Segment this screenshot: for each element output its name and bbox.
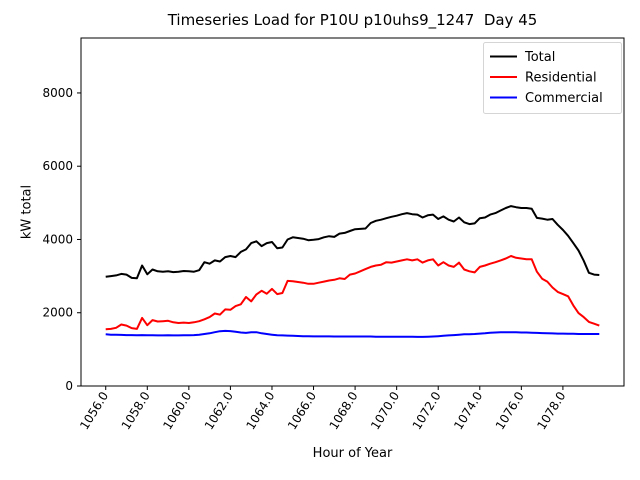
y-tick-label: 8000 xyxy=(42,86,73,100)
y-tick-label: 6000 xyxy=(42,159,73,173)
x-tick-label: 1062.0 xyxy=(202,389,236,432)
x-tick-label: 1064.0 xyxy=(243,389,277,432)
line-total xyxy=(105,205,600,280)
y-axis-label: kW total xyxy=(19,184,35,240)
axes-box xyxy=(80,37,625,387)
x-tick-label: 1060.0 xyxy=(160,389,194,432)
x-axis-label: Hour of Year xyxy=(312,446,393,461)
y-tick-label: 0 xyxy=(65,379,73,393)
x-tick-label: 1078.0 xyxy=(534,389,568,432)
x-tick-label: 1068.0 xyxy=(327,389,361,432)
legend-box xyxy=(483,42,622,114)
x-tick-label: 1072.0 xyxy=(410,389,444,432)
legend-label: Residential xyxy=(525,71,597,86)
legend-label: Commercial xyxy=(525,91,603,106)
chart-title: Timeseries Load for P10U p10uhs9_1247 Da… xyxy=(167,11,538,29)
legend: Total Residential Commercial xyxy=(483,42,622,114)
y-tick-label: 4000 xyxy=(42,232,73,246)
line-residential xyxy=(105,255,600,331)
legend-label: Total xyxy=(524,50,555,65)
x-tick-label: 1066.0 xyxy=(285,389,319,432)
x-tick-label: 1074.0 xyxy=(451,389,485,432)
line-commercial xyxy=(105,329,600,338)
x-tick-label: 1056.0 xyxy=(77,389,111,432)
series-lines xyxy=(105,205,600,338)
y-tick-label: 2000 xyxy=(42,306,73,320)
x-tick-label: 1070.0 xyxy=(368,389,402,432)
x-tick-label: 1076.0 xyxy=(493,389,527,432)
x-tick-label: 1058.0 xyxy=(119,389,153,432)
